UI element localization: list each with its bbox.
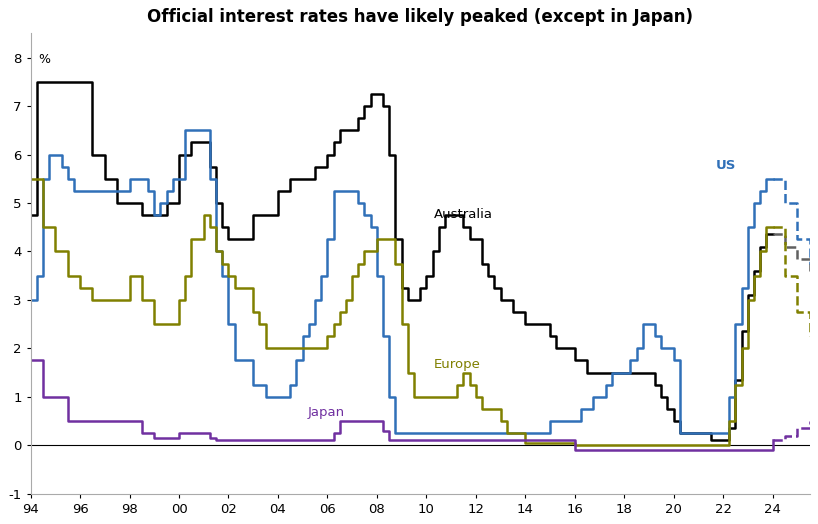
- Text: US: US: [716, 159, 736, 172]
- Text: %: %: [38, 53, 50, 66]
- Text: Europe: Europe: [434, 358, 481, 370]
- Title: Official interest rates have likely peaked (except in Japan): Official interest rates have likely peak…: [147, 8, 693, 26]
- Text: Japan: Japan: [308, 406, 344, 419]
- Text: Australia: Australia: [434, 208, 492, 221]
